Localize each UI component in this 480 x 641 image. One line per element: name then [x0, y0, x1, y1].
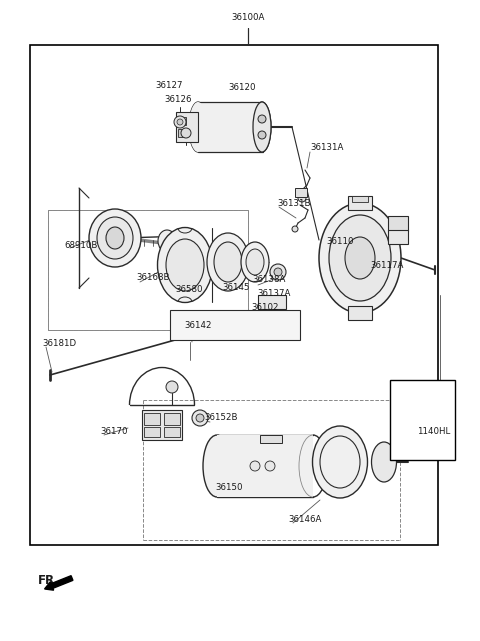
Ellipse shape — [97, 217, 133, 259]
Ellipse shape — [189, 102, 207, 152]
Text: 36110: 36110 — [326, 238, 353, 247]
Ellipse shape — [253, 102, 271, 152]
Ellipse shape — [174, 116, 186, 128]
Text: 36150: 36150 — [215, 483, 242, 492]
Ellipse shape — [312, 426, 368, 498]
Ellipse shape — [253, 102, 271, 152]
Bar — [348, 306, 372, 320]
Bar — [178, 117, 186, 125]
Text: 36142: 36142 — [184, 320, 212, 329]
Ellipse shape — [189, 102, 207, 152]
Text: 36100A: 36100A — [231, 13, 264, 22]
Bar — [48, 210, 248, 330]
Ellipse shape — [372, 442, 396, 482]
Text: 36145: 36145 — [222, 283, 250, 292]
Ellipse shape — [258, 115, 266, 123]
Bar — [164, 427, 180, 437]
Text: 36152B: 36152B — [204, 413, 238, 422]
Bar — [178, 129, 186, 137]
Ellipse shape — [106, 227, 124, 249]
Bar — [260, 435, 282, 443]
Bar — [348, 196, 372, 210]
Ellipse shape — [246, 249, 264, 275]
Text: 36168B: 36168B — [136, 274, 169, 283]
FancyArrow shape — [45, 576, 73, 590]
Ellipse shape — [166, 381, 178, 393]
Ellipse shape — [241, 242, 269, 282]
Ellipse shape — [258, 131, 266, 139]
Ellipse shape — [319, 203, 401, 313]
Ellipse shape — [214, 242, 242, 282]
Text: 36102: 36102 — [251, 303, 278, 312]
Text: FR.: FR. — [38, 574, 60, 587]
Ellipse shape — [166, 239, 204, 291]
Ellipse shape — [192, 410, 208, 426]
Ellipse shape — [177, 119, 183, 125]
Bar — [144, 413, 160, 425]
Text: 36146A: 36146A — [288, 515, 322, 524]
Bar — [176, 112, 198, 142]
Ellipse shape — [196, 414, 204, 422]
Text: 36126: 36126 — [164, 96, 192, 104]
Text: 36170: 36170 — [100, 428, 128, 437]
Ellipse shape — [274, 268, 282, 276]
Bar — [258, 295, 286, 309]
Ellipse shape — [207, 233, 249, 291]
Ellipse shape — [265, 461, 275, 471]
Text: 36137A: 36137A — [257, 288, 290, 297]
Ellipse shape — [203, 435, 231, 497]
Bar — [164, 413, 180, 425]
Ellipse shape — [89, 209, 141, 267]
Bar — [217, 435, 313, 497]
Text: 36580: 36580 — [175, 285, 203, 294]
Bar — [30, 45, 438, 545]
Bar — [295, 188, 307, 197]
Text: 36127: 36127 — [155, 81, 182, 90]
Ellipse shape — [415, 415, 425, 425]
Bar — [388, 216, 408, 231]
Text: 36138A: 36138A — [252, 276, 286, 285]
Bar — [144, 427, 160, 437]
Ellipse shape — [250, 461, 260, 471]
Ellipse shape — [270, 264, 286, 280]
Ellipse shape — [329, 215, 391, 301]
Ellipse shape — [292, 226, 298, 232]
Text: 36131B: 36131B — [277, 199, 311, 208]
Text: 36120: 36120 — [228, 83, 255, 92]
Text: 68910B: 68910B — [64, 240, 97, 249]
Bar — [390, 380, 455, 460]
Text: 36181D: 36181D — [42, 340, 76, 349]
Bar — [388, 230, 408, 244]
Ellipse shape — [157, 228, 213, 303]
Ellipse shape — [345, 237, 375, 279]
Text: 36117A: 36117A — [370, 260, 403, 269]
Bar — [198, 102, 263, 152]
Bar — [352, 196, 368, 202]
Bar — [170, 310, 300, 340]
Text: 36131A: 36131A — [310, 144, 343, 153]
Ellipse shape — [298, 194, 306, 202]
Bar — [142, 410, 182, 440]
Ellipse shape — [181, 128, 191, 138]
Text: 1140HL: 1140HL — [417, 428, 450, 437]
Ellipse shape — [158, 230, 176, 252]
